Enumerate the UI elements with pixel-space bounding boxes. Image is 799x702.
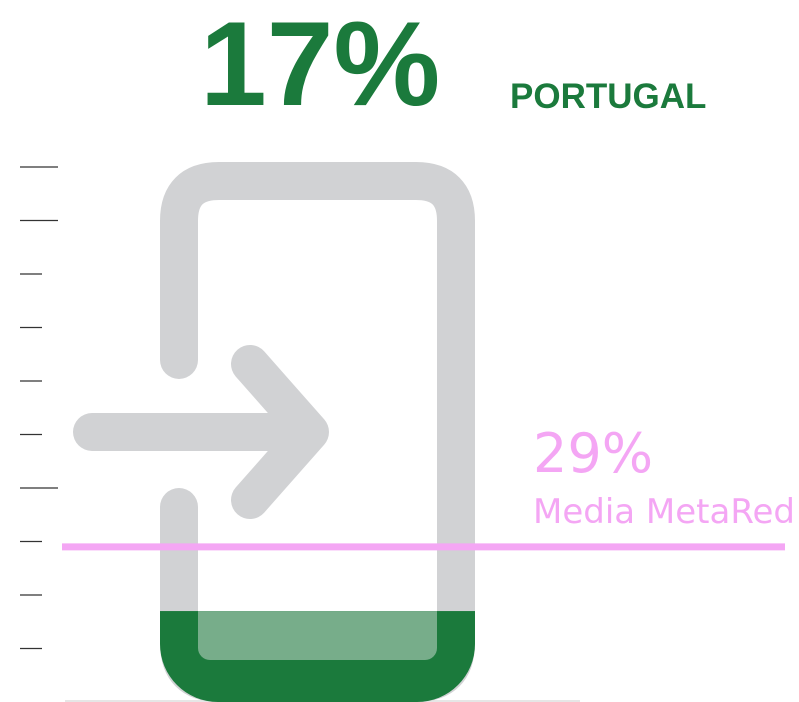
arrow-icon — [73, 345, 329, 519]
average-value-label: 29% — [533, 422, 653, 485]
main-name-label: PORTUGAL — [510, 77, 706, 116]
fill-level-inner — [198, 611, 437, 660]
main-value-label: 17% — [200, 0, 440, 131]
average-name-label: Media MetaRed — [533, 492, 795, 532]
